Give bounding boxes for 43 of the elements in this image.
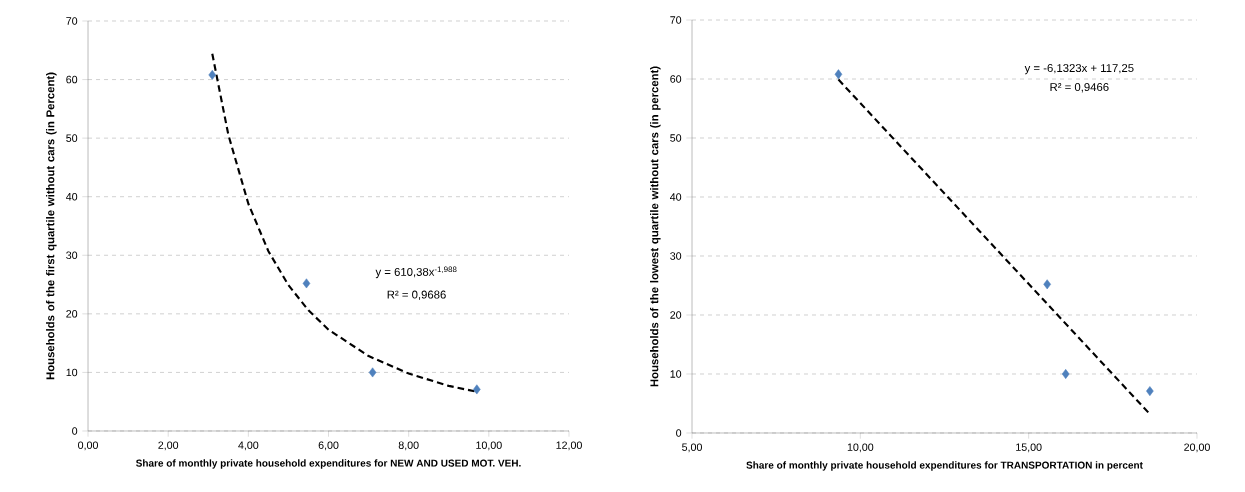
y-tick-label: 10 — [670, 370, 682, 378]
annotation: R² = 0,9686 — [387, 290, 446, 300]
y-tick-label: 20 — [670, 311, 682, 319]
x-tick-label: 15,00 — [1016, 443, 1042, 453]
x-tick-label: 12,00 — [556, 441, 582, 451]
y-tick-label: 0 — [72, 427, 78, 435]
y-tick-label: 40 — [669, 193, 682, 201]
x-tick-label: 10,00 — [847, 443, 874, 453]
y-tick-label: 60 — [670, 75, 682, 83]
x-axis-title: Share of monthly private household expenditures for NEW AND USED MOT. VEH. — [136, 459, 521, 469]
x-tick-label: 4,00 — [238, 441, 259, 451]
x-tick-label: 8,00 — [398, 441, 419, 451]
y-tick-label: 0 — [676, 429, 682, 437]
point — [1061, 369, 1070, 379]
y-tick-label: 50 — [670, 134, 682, 142]
point — [834, 69, 843, 80]
y-tick-label: 70 — [670, 16, 682, 24]
y-tick-label: 70 — [66, 17, 78, 25]
point — [473, 384, 481, 395]
y-axis-title: Households of the first quartile without cars (in Percent) — [46, 72, 57, 380]
y-tick-label: 40 — [66, 192, 78, 201]
point — [208, 69, 217, 80]
point — [1043, 279, 1051, 290]
annotation: R² = 0,9466 — [1050, 83, 1109, 93]
y-tick-label: 60 — [66, 75, 78, 84]
y-tick-label: 20 — [66, 310, 78, 318]
x-tick-label: 10,00 — [476, 441, 502, 451]
x-tick-label: 0,00 — [78, 441, 98, 451]
x-tick-label: 5,00 — [682, 443, 702, 453]
y-axis-title: Households of the lowest quartile without cars (in percent) — [650, 66, 661, 387]
x-tick-label: 6,00 — [318, 441, 339, 451]
point — [368, 367, 377, 378]
x-tick-label: 20,00 — [1184, 443, 1210, 453]
point — [1146, 386, 1154, 397]
y-tick-label: 30 — [670, 252, 682, 260]
y-tick-label: 50 — [66, 134, 78, 142]
y-tick-label: 30 — [66, 251, 78, 260]
annotation: y = 610,38x$^{-1,988}$ — [375, 266, 457, 279]
annotation: y = -6,1323x + 117,25 — [1024, 64, 1134, 75]
point — [302, 278, 311, 289]
x-axis-title: Share of monthly private household expenditures for TRANSPORTATION in percent — [746, 461, 1143, 471]
x-tick-label: 2,00 — [158, 441, 179, 451]
y-tick-label: 10 — [66, 368, 78, 377]
